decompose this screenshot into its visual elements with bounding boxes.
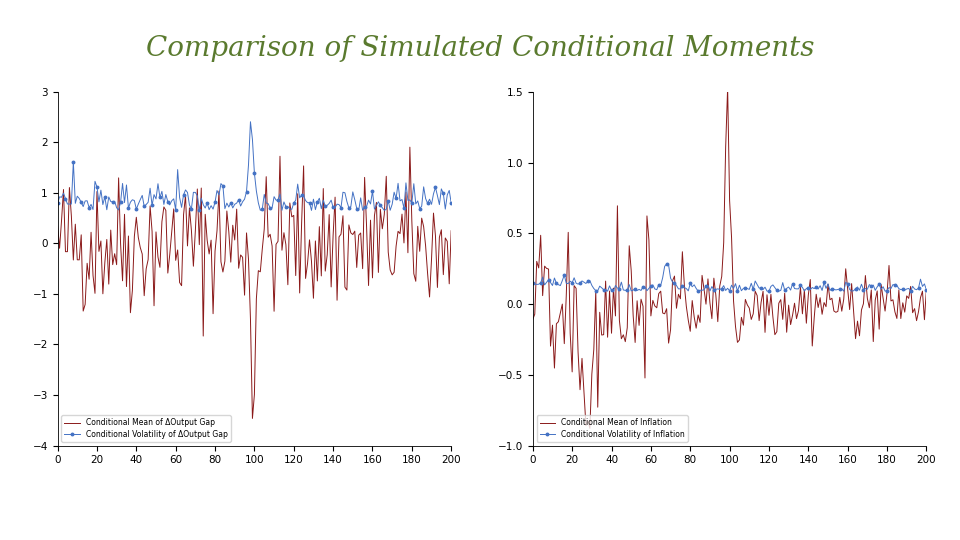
Conditional Volatility of ΔOutput Gap (416, 203, 427, 210)
Legend: Conditional Mean of Inflation, Conditional Volatility of Inflation: Conditional Mean of Inflation, Condition… (537, 415, 688, 442)
Conditional Mean of Inflation (744, 305, 756, 312)
Conditional Volatility of ΔOutput Gap (52, 200, 63, 207)
Conditional Mean of ΔOutput Gap (416, 215, 427, 221)
Conditional Volatility of Inflation (527, 280, 539, 286)
Conditional Volatility of Inflation (529, 281, 540, 287)
Conditional Mean of Inflation (722, 84, 733, 91)
Conditional Mean of Inflation (584, 425, 595, 431)
Conditional Mean of ΔOutput Gap (52, 222, 63, 229)
Conditional Volatility of ΔOutput Gap (269, 193, 280, 200)
Conditional Mean of ΔOutput Gap (87, 272, 99, 279)
Conditional Mean of Inflation (694, 319, 706, 326)
Conditional Volatility of ΔOutput Gap (54, 194, 65, 200)
Conditional Mean of Inflation (891, 315, 902, 322)
Legend: Conditional Mean of ΔOutput Gap, Conditional Volatility of ΔOutput Gap: Conditional Mean of ΔOutput Gap, Conditi… (61, 415, 230, 442)
Conditional Mean of ΔOutput Gap (247, 415, 258, 422)
Conditional Volatility of Inflation (763, 288, 775, 294)
Line: Conditional Volatility of Inflation: Conditional Volatility of Inflation (532, 262, 927, 293)
Text: 20: 20 (907, 527, 922, 537)
Conditional Mean of ΔOutput Gap (217, 269, 228, 275)
Line: Conditional Mean of ΔOutput Gap: Conditional Mean of ΔOutput Gap (58, 147, 451, 418)
Conditional Mean of Inflation (673, 291, 684, 298)
Conditional Volatility of ΔOutput Gap (198, 201, 209, 208)
Conditional Volatility of ΔOutput Gap (219, 205, 230, 212)
Conditional Volatility of Inflation (673, 286, 684, 292)
Line: Conditional Volatility of ΔOutput Gap: Conditional Volatility of ΔOutput Gap (57, 120, 452, 212)
Conditional Volatility of Inflation (563, 280, 574, 287)
Conditional Mean of ΔOutput Gap (54, 245, 65, 252)
Conditional Volatility of ΔOutput Gap (445, 200, 457, 206)
Line: Conditional Mean of Inflation: Conditional Mean of Inflation (533, 87, 926, 428)
Conditional Mean of Inflation (563, 229, 574, 235)
Text: Inflation: Inflation (605, 472, 710, 492)
Conditional Volatility of ΔOutput Gap (245, 118, 256, 125)
Conditional Volatility of ΔOutput Gap (87, 206, 99, 213)
Conditional Mean of ΔOutput Gap (266, 243, 277, 249)
Text: Comparison of Simulated Conditional Moments: Comparison of Simulated Conditional Mome… (146, 35, 814, 62)
Conditional Volatility of Inflation (741, 285, 753, 292)
Conditional Volatility of ΔOutput Gap (194, 207, 205, 214)
Text: ΔOutput Gap: ΔOutput Gap (94, 472, 256, 492)
Conditional Mean of ΔOutput Gap (404, 144, 416, 151)
Conditional Mean of Inflation (527, 316, 539, 322)
Conditional Mean of Inflation (921, 286, 932, 293)
Conditional Volatility of Inflation (921, 287, 932, 293)
Conditional Mean of Inflation (529, 311, 540, 318)
Conditional Mean of ΔOutput Gap (445, 227, 457, 234)
Conditional Volatility of Inflation (891, 282, 902, 289)
Conditional Mean of ΔOutput Gap (196, 185, 207, 191)
Conditional Volatility of Inflation (694, 287, 706, 294)
Conditional Volatility of Inflation (660, 261, 672, 267)
